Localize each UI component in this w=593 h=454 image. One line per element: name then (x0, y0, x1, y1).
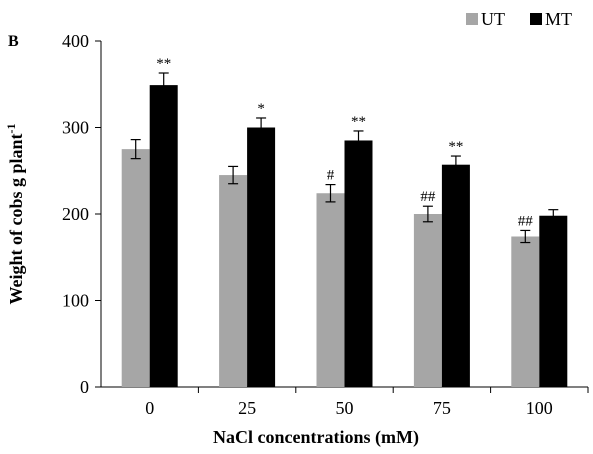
significance-label: ** (448, 139, 463, 155)
panel-label: B (8, 33, 19, 50)
legend-label-mt: MT (545, 9, 572, 29)
significance-label: ## (518, 213, 534, 229)
legend-swatch-ut (466, 13, 478, 25)
x-tick-label: 100 (526, 398, 553, 418)
significance-label: ** (156, 56, 171, 72)
y-axis-title: Weight of cobs g plant-1 (4, 123, 26, 304)
significance-label: ** (351, 114, 366, 130)
y-axis-title-main: Weight of cobs g plant (6, 133, 26, 304)
legend: UT MT (466, 9, 572, 29)
bar-ut (413, 214, 442, 387)
significance-label: * (257, 101, 265, 117)
x-tick-label: 0 (145, 398, 154, 418)
significance-label: ## (420, 189, 436, 205)
y-tick-label: 300 (62, 118, 89, 138)
legend-label-ut: UT (481, 9, 505, 29)
x-tick-label: 25 (238, 398, 256, 418)
y-tick-label: 0 (80, 377, 89, 397)
bar-ut (219, 175, 248, 387)
x-tick-label: 50 (336, 398, 354, 418)
y-axis-title-superscript: -1 (4, 123, 18, 133)
bar-ut (316, 193, 345, 387)
y-tick-label: 100 (62, 291, 89, 311)
bar-ut (511, 236, 540, 387)
y-tick-label: 200 (62, 204, 89, 224)
bar-mt (344, 140, 373, 387)
axes: 0 100 200 300 400 0 25 50 75 100 (62, 31, 589, 418)
x-axis-title: NaCl concentrations (mM) (213, 427, 419, 448)
bar-mt (247, 127, 276, 387)
bars: ***#**##**## (121, 56, 568, 388)
bar-ut (121, 149, 150, 387)
legend-swatch-mt (530, 13, 542, 25)
bar-mt (149, 85, 178, 388)
bar-mt (539, 215, 568, 387)
y-tick-label: 400 (62, 31, 89, 51)
bar-mt (441, 164, 470, 387)
x-tick-label: 75 (433, 398, 451, 418)
significance-label: # (327, 168, 335, 184)
